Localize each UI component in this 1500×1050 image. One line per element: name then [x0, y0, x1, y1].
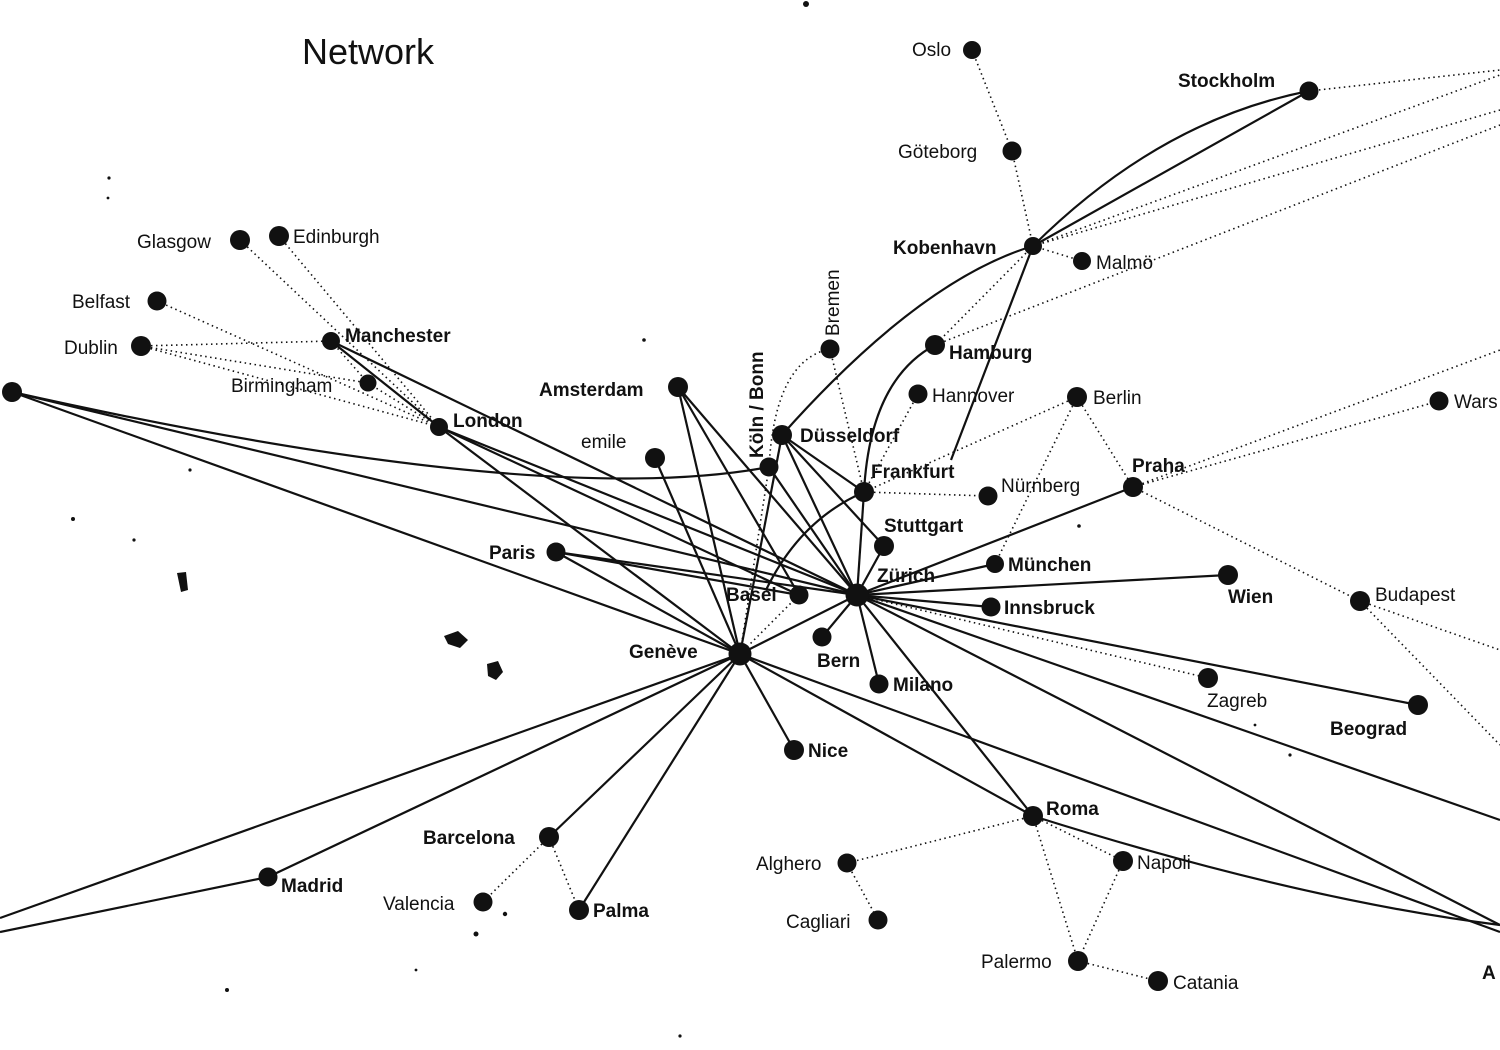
label-palma: Palma — [593, 901, 649, 922]
label-hannover: Hannover — [932, 386, 1015, 407]
label-catania: Catania — [1173, 973, 1239, 994]
label-london: London — [453, 411, 523, 432]
label-cagliari: Cagliari — [786, 912, 850, 933]
label-goteborg: Göteborg — [898, 142, 977, 163]
scan-specks — [71, 1, 1292, 1038]
label-belfast: Belfast — [72, 292, 131, 313]
label-emile: emile — [581, 432, 626, 453]
label-praha: Praha — [1132, 456, 1185, 477]
label-amsterdam: Amsterdam — [539, 380, 644, 401]
label-edinburgh: Edinburgh — [293, 227, 380, 248]
label-birmingham: Birmingham — [231, 376, 332, 397]
map-title: Network — [302, 31, 435, 72]
label-zurich: Zürich — [877, 566, 935, 587]
label-nice: Nice — [808, 741, 848, 762]
label-roma: Roma — [1046, 799, 1099, 820]
label-malmo: Malmö — [1096, 253, 1153, 274]
label-dusseldorf: Düsseldorf — [800, 426, 900, 447]
label-stuttgart: Stuttgart — [884, 516, 964, 537]
label-frankfurt: Frankfurt — [871, 462, 955, 483]
label-kobenhavn: Kobenhavn — [893, 238, 996, 259]
label-madrid: Madrid — [281, 876, 343, 897]
label-hamburg: Hamburg — [949, 343, 1032, 364]
label-athens: A — [1482, 963, 1496, 984]
label-basel: Basel — [726, 585, 777, 606]
label-barcelona: Barcelona — [423, 828, 515, 849]
label-beograd: Beograd — [1330, 719, 1407, 740]
dotted-routes — [140, 49, 1500, 982]
city-dots — [2, 41, 1449, 991]
label-alghero: Alghero — [756, 854, 822, 875]
label-manchester: Manchester — [345, 326, 451, 347]
label-koln-bonn: Köln / Bonn — [747, 351, 768, 458]
label-berlin: Berlin — [1093, 388, 1142, 409]
label-glasgow: Glasgow — [137, 232, 211, 253]
label-stockholm: Stockholm — [1178, 71, 1275, 92]
label-zagreb: Zagreb — [1207, 691, 1267, 712]
label-innsbruck: Innsbruck — [1004, 598, 1095, 619]
label-paris: Paris — [489, 543, 535, 564]
label-oslo: Oslo — [912, 40, 951, 61]
label-valencia: Valencia — [383, 894, 455, 915]
city-labels: Oslo Stockholm Göteborg Kobenhavn Malmö … — [64, 40, 1498, 994]
label-munchen: München — [1008, 555, 1091, 576]
solid-routes — [0, 89, 1500, 934]
label-milano: Milano — [893, 675, 953, 696]
label-warszawa: Wars — [1454, 392, 1498, 413]
label-napoli: Napoli — [1137, 853, 1191, 874]
label-wien: Wien — [1228, 587, 1273, 608]
label-budapest: Budapest — [1375, 585, 1456, 606]
label-bremen: Bremen — [823, 269, 844, 336]
label-geneve: Genève — [629, 642, 698, 663]
label-bern: Bern — [817, 651, 860, 672]
label-nurnberg: Nürnberg — [1001, 476, 1080, 497]
label-palermo: Palermo — [981, 952, 1052, 973]
label-dublin: Dublin — [64, 338, 118, 359]
